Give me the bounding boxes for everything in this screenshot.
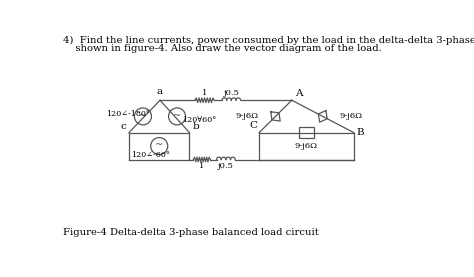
Text: 9-j6Ω: 9-j6Ω — [236, 112, 258, 120]
Text: 120∀60°: 120∀60° — [182, 116, 216, 124]
Text: j0.5: j0.5 — [218, 162, 234, 170]
Text: 120∠-60°: 120∠-60° — [131, 151, 170, 159]
Text: shown in figure-4. Also draw the vector diagram of the load.: shown in figure-4. Also draw the vector … — [63, 44, 382, 53]
Text: 9-j6Ω: 9-j6Ω — [340, 112, 363, 120]
Text: j0.5: j0.5 — [223, 89, 239, 97]
Text: b: b — [192, 122, 199, 131]
Text: 1: 1 — [202, 89, 207, 97]
Text: ~: ~ — [155, 140, 163, 150]
Text: c: c — [120, 122, 126, 131]
Text: A: A — [295, 89, 302, 98]
Text: a: a — [157, 87, 163, 96]
Text: ~: ~ — [173, 111, 181, 120]
Text: ~: ~ — [139, 111, 147, 120]
Text: 120∠-180°: 120∠-180° — [106, 110, 150, 118]
Text: B: B — [357, 128, 365, 137]
Text: Figure-4 Delta-delta 3-phase balanced load circuit: Figure-4 Delta-delta 3-phase balanced lo… — [63, 228, 319, 237]
Text: 4)  Find the line currents, power consumed by the load in the delta-delta 3-phas: 4) Find the line currents, power consume… — [63, 36, 474, 45]
Text: 9-j6Ω: 9-j6Ω — [295, 142, 318, 150]
Text: C: C — [249, 121, 257, 130]
Text: 1: 1 — [199, 162, 205, 170]
